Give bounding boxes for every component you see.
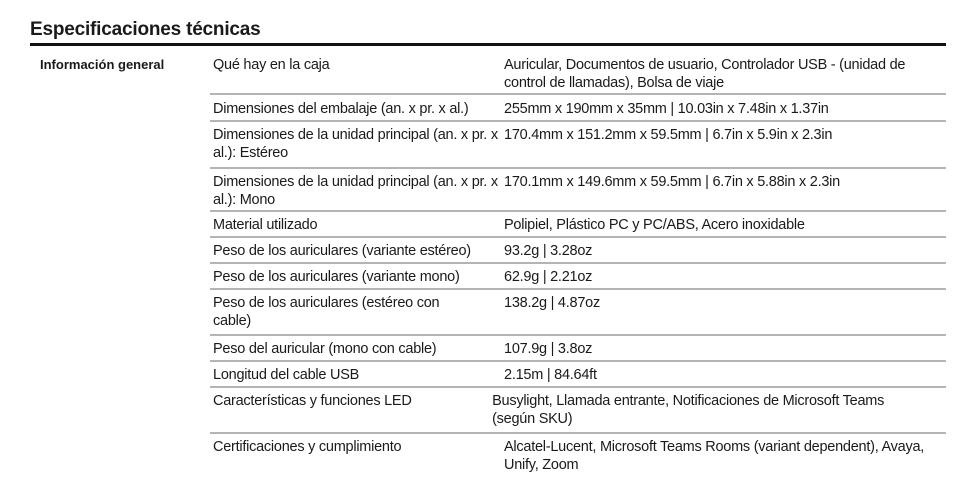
spec-row: Dimensiones de la unidad principal (an. … xyxy=(210,169,946,212)
spec-label: Material utilizado xyxy=(213,217,318,233)
spec-value: 62.9g | 2.21oz xyxy=(504,269,593,285)
spec-value: Polipiel, Plástico PC y PC/ABS, Acero in… xyxy=(504,217,805,233)
spec-row: Material utilizado Polipiel, Plástico PC … xyxy=(210,212,946,238)
spec-value: Alcatel-Lucent, Microsoft Teams Rooms (v… xyxy=(504,439,925,473)
spec-value: Auricular, Documentos de usuario, Contro… xyxy=(504,57,906,91)
spec-value: 2.15m | 84.64ft xyxy=(504,367,597,383)
spec-row: Dimensiones de la unidad principal (an. … xyxy=(210,122,946,169)
spec-label: Peso de los auriculares (variante mono) xyxy=(213,269,460,285)
spec-value: Busylight, Llamada entrante, Notificacio… xyxy=(492,393,885,427)
spec-table: Qué hay en la caja Auricular, Documentos … xyxy=(210,46,946,480)
spec-value: 170.1mm x 149.6mm x 59.5mm | 6.7in x 5.8… xyxy=(504,174,840,190)
spec-row: Características y funciones LED Busylight… xyxy=(210,388,946,434)
spec-row: Peso de los auriculares (variante mono) 6… xyxy=(210,264,946,290)
group-heading: Información general xyxy=(40,57,165,72)
spec-value: 255mm x 190mm x 35mm | 10.03in x 7.48in … xyxy=(504,101,829,117)
spec-label: Qué hay en la caja xyxy=(213,57,330,73)
spec-value: 138.2g | 4.87oz xyxy=(504,295,600,311)
spec-row: Certificaciones y cumplimiento Alcatel-Lu… xyxy=(210,434,946,480)
spec-label: Dimensiones de la unidad principal (an. … xyxy=(213,127,498,161)
spec-label: Dimensiones de la unidad principal (an. … xyxy=(213,174,498,208)
spec-value: 93.2g | 3.28oz xyxy=(504,243,593,259)
spec-label: Peso del auricular (mono con cable) xyxy=(213,341,437,357)
spec-label: Dimensiones del embalaje (an. x pr. x al… xyxy=(213,101,469,117)
spec-row: Peso de los auriculares (variante estére… xyxy=(210,238,946,264)
spec-label: Peso de los auriculares (variante estére… xyxy=(213,243,471,259)
spec-label: Características y funciones LED xyxy=(213,393,412,409)
spec-value: 107.9g | 3.8oz xyxy=(504,341,593,357)
spec-row: Longitud del cable USB 2.15m | 84.64ft xyxy=(210,362,946,388)
title-divider xyxy=(30,43,946,46)
section-title: Especificaciones técnicas xyxy=(30,19,261,40)
spec-row: Dimensiones del embalaje (an. x pr. x al… xyxy=(210,95,946,122)
spec-value: 170.4mm x 151.2mm x 59.5mm | 6.7in x 5.9… xyxy=(504,127,833,143)
spec-label: Peso de los auriculares (estéreo con cab… xyxy=(213,295,440,329)
spec-row: Peso del auricular (mono con cable) 107.9… xyxy=(210,336,946,362)
spec-row: Peso de los auriculares (estéreo con cab… xyxy=(210,290,946,336)
spec-row: Qué hay en la caja Auricular, Documentos … xyxy=(210,46,946,95)
spec-label: Certificaciones y cumplimiento xyxy=(213,439,402,455)
spec-label: Longitud del cable USB xyxy=(213,367,360,383)
